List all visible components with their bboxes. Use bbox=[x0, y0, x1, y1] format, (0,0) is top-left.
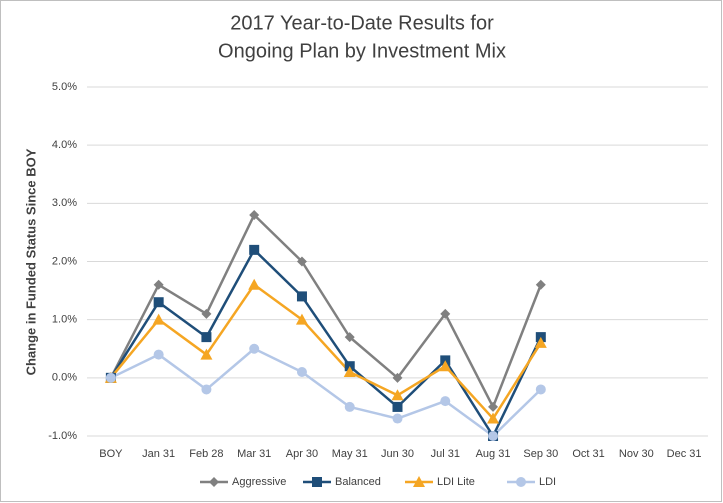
marker bbox=[296, 367, 307, 378]
x-tick-label: Feb 28 bbox=[189, 448, 223, 460]
marker bbox=[440, 308, 451, 319]
marker bbox=[344, 332, 355, 343]
series-line bbox=[109, 283, 542, 420]
marker bbox=[344, 401, 355, 412]
y-tick-label: -1.0% bbox=[48, 430, 77, 442]
y-axis-label: Change in Funded Status Since BOY bbox=[23, 148, 38, 375]
y-tick-label: 3.0% bbox=[52, 197, 77, 209]
legend-label: Balanced bbox=[335, 476, 381, 488]
marker bbox=[201, 308, 212, 319]
marker bbox=[312, 477, 322, 487]
y-tick-label: 4.0% bbox=[52, 139, 77, 151]
marker bbox=[296, 256, 307, 267]
chart-title: Ongoing Plan by Investment Mix bbox=[218, 40, 506, 62]
y-tick-label: 0.0% bbox=[52, 372, 77, 384]
marker bbox=[439, 360, 452, 372]
x-tick-label: Jan 31 bbox=[142, 448, 175, 460]
marker bbox=[296, 291, 307, 302]
marker bbox=[153, 297, 164, 308]
series-line bbox=[110, 347, 542, 438]
marker bbox=[201, 384, 212, 395]
x-tick-label: Nov 30 bbox=[619, 448, 654, 460]
marker bbox=[343, 366, 356, 378]
marker bbox=[152, 313, 165, 325]
x-tick-label: Aug 31 bbox=[476, 448, 511, 460]
y-tick-label: 1.0% bbox=[52, 314, 77, 326]
x-tick-label: May 31 bbox=[332, 448, 368, 460]
marker bbox=[153, 279, 164, 290]
x-tick-label: Jun 30 bbox=[381, 448, 414, 460]
marker bbox=[487, 412, 500, 424]
marker bbox=[201, 332, 212, 343]
marker bbox=[249, 343, 260, 354]
series-line bbox=[109, 248, 542, 438]
x-tick-label: Apr 30 bbox=[286, 448, 318, 460]
marker bbox=[249, 209, 260, 220]
marker bbox=[249, 244, 260, 255]
marker bbox=[516, 477, 526, 487]
marker bbox=[392, 372, 403, 383]
marker bbox=[209, 477, 219, 487]
x-tick-label: Jul 31 bbox=[431, 448, 460, 460]
marker bbox=[488, 431, 499, 441]
marker bbox=[248, 278, 261, 290]
chart-title: 2017 Year-to-Date Results for bbox=[230, 12, 494, 34]
marker bbox=[392, 401, 403, 412]
legend-label: Aggressive bbox=[232, 476, 286, 488]
marker bbox=[153, 349, 164, 360]
x-tick-label: Oct 31 bbox=[572, 448, 604, 460]
marker bbox=[295, 313, 308, 325]
marker bbox=[534, 336, 547, 348]
marker bbox=[391, 389, 404, 401]
marker bbox=[413, 476, 425, 487]
marker bbox=[535, 279, 546, 290]
marker bbox=[535, 384, 546, 395]
x-tick-label: Dec 31 bbox=[667, 448, 702, 460]
marker bbox=[440, 396, 451, 407]
legend-label: LDI Lite bbox=[437, 476, 475, 488]
series-line bbox=[109, 213, 542, 409]
x-tick-label: Sep 30 bbox=[523, 448, 558, 460]
x-tick-label: BOY bbox=[99, 448, 123, 460]
legend-label: LDI bbox=[539, 476, 556, 488]
x-tick-label: Mar 31 bbox=[237, 448, 271, 460]
marker bbox=[105, 372, 116, 383]
marker bbox=[488, 401, 499, 412]
y-tick-label: 2.0% bbox=[52, 255, 77, 267]
y-tick-label: 5.0% bbox=[52, 81, 77, 93]
marker bbox=[392, 413, 403, 424]
marker bbox=[200, 348, 213, 360]
